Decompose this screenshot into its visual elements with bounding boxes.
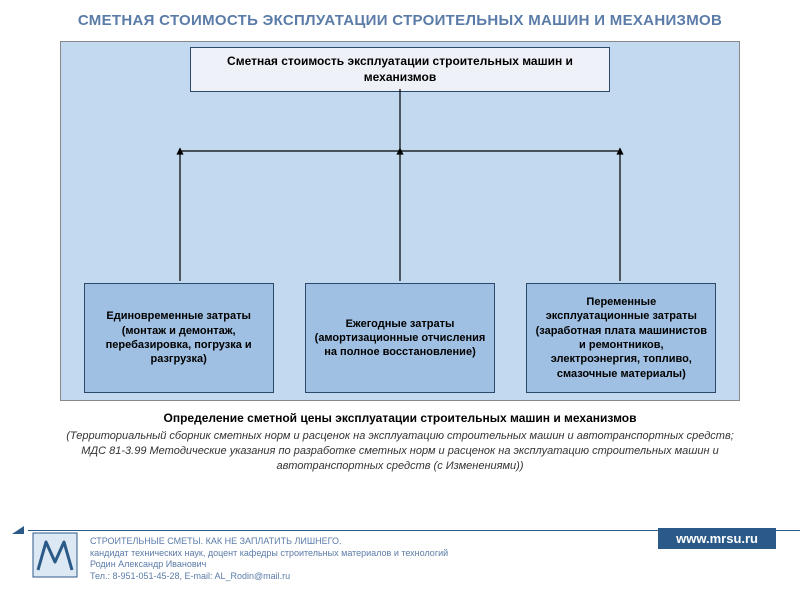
footer-line: кандидат технических наук, доцент кафедр… — [90, 548, 448, 560]
page-title: СМЕТНАЯ СТОИМОСТЬ ЭКСПЛУАТАЦИИ СТРОИТЕЛЬ… — [0, 0, 800, 35]
leaf-node: Ежегодные затраты (амортизационные отчис… — [305, 283, 495, 393]
leaf-node: Единовременные затраты (монтаж и демонта… — [84, 283, 274, 393]
footer-line: Тел.: 8-951-051-45-28, E-mail: AL_Rodin@… — [90, 571, 448, 583]
footer-line: Родин Александр Иванович — [90, 559, 448, 571]
footer: СТРОИТЕЛЬНЫЕ СМЕТЫ. КАК НЕ ЗАПЛАТИТЬ ЛИШ… — [0, 530, 800, 600]
definition-block: Определение сметной цены эксплуатации ст… — [60, 411, 740, 474]
diagram-area: Сметная стоимость эксплуатации строитель… — [60, 41, 740, 401]
logo-icon — [32, 532, 78, 578]
leaf-row: Единовременные затраты (монтаж и демонта… — [60, 283, 740, 393]
footer-corner-decoration — [12, 526, 24, 534]
footer-text: СТРОИТЕЛЬНЫЕ СМЕТЫ. КАК НЕ ЗАПЛАТИТЬ ЛИШ… — [90, 536, 448, 583]
definition-body: (Территориальный сборник сметных норм и … — [60, 429, 740, 474]
leaf-node: Переменные эксплуатационные затраты (зар… — [526, 283, 716, 393]
footer-line: СТРОИТЕЛЬНЫЕ СМЕТЫ. КАК НЕ ЗАПЛАТИТЬ ЛИШ… — [90, 536, 448, 548]
footer-url: www.mrsu.ru — [658, 528, 776, 549]
root-node: Сметная стоимость эксплуатации строитель… — [190, 47, 610, 92]
definition-title: Определение сметной цены эксплуатации ст… — [60, 411, 740, 425]
